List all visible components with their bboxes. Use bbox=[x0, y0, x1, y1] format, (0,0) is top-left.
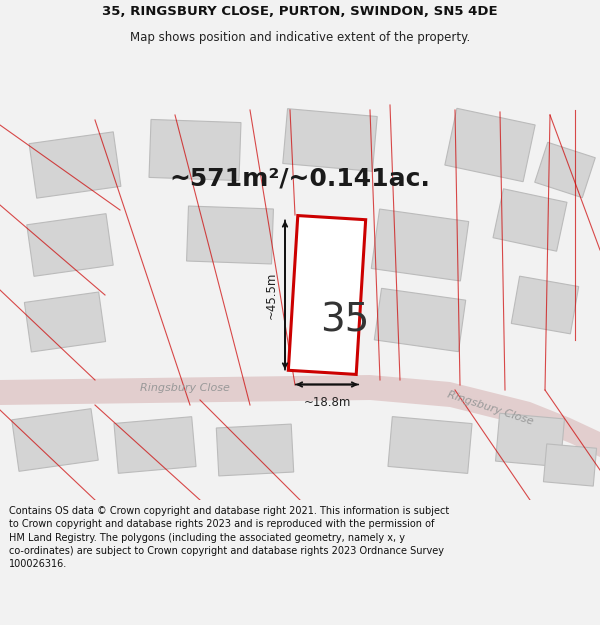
Polygon shape bbox=[114, 417, 196, 473]
Polygon shape bbox=[496, 413, 565, 467]
Polygon shape bbox=[544, 444, 596, 486]
Polygon shape bbox=[445, 108, 535, 182]
Text: 35, RINGSBURY CLOSE, PURTON, SWINDON, SN5 4DE: 35, RINGSBURY CLOSE, PURTON, SWINDON, SN… bbox=[102, 4, 498, 18]
Polygon shape bbox=[0, 375, 370, 405]
Polygon shape bbox=[25, 292, 106, 352]
Polygon shape bbox=[535, 142, 595, 198]
Polygon shape bbox=[371, 209, 469, 281]
Text: Contains OS data © Crown copyright and database right 2021. This information is : Contains OS data © Crown copyright and d… bbox=[9, 506, 449, 569]
Text: 35: 35 bbox=[320, 301, 370, 339]
Polygon shape bbox=[283, 109, 377, 171]
Text: Ringsbury Close: Ringsbury Close bbox=[446, 389, 534, 427]
Polygon shape bbox=[187, 206, 274, 264]
Polygon shape bbox=[370, 375, 600, 457]
Text: Map shows position and indicative extent of the property.: Map shows position and indicative extent… bbox=[130, 31, 470, 44]
Text: Ringsbury Close: Ringsbury Close bbox=[140, 383, 230, 393]
Polygon shape bbox=[29, 132, 121, 198]
Polygon shape bbox=[511, 276, 579, 334]
Polygon shape bbox=[216, 424, 294, 476]
Polygon shape bbox=[27, 214, 113, 276]
Text: ~571m²/~0.141ac.: ~571m²/~0.141ac. bbox=[170, 166, 430, 190]
Text: ~45.5m: ~45.5m bbox=[265, 271, 277, 319]
Polygon shape bbox=[289, 216, 365, 374]
Text: ~18.8m: ~18.8m bbox=[304, 396, 350, 409]
Polygon shape bbox=[149, 119, 241, 181]
Polygon shape bbox=[388, 417, 472, 473]
Polygon shape bbox=[12, 409, 98, 471]
Polygon shape bbox=[374, 288, 466, 352]
Polygon shape bbox=[493, 189, 567, 251]
